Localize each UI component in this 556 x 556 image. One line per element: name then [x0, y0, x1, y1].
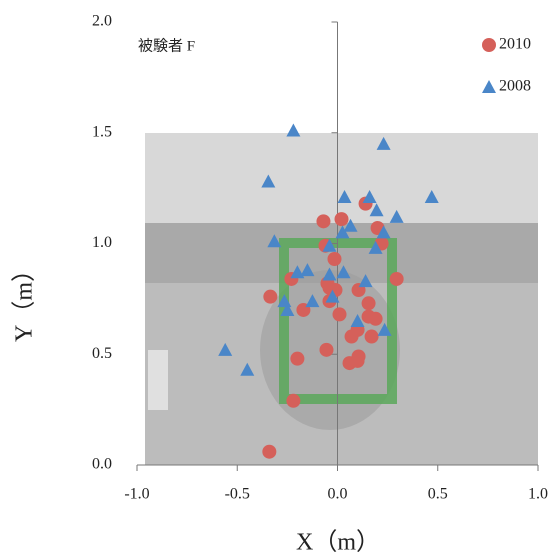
y-tick-label: 1.0 — [92, 234, 112, 251]
y-tick-label: 0.5 — [92, 345, 112, 362]
annotation: 被験者 F — [138, 37, 195, 54]
circle-marker — [390, 272, 404, 286]
triangle-marker — [286, 124, 300, 137]
x-tick-label: 1.0 — [528, 486, 548, 503]
triangle-marker — [482, 80, 496, 93]
circle-marker — [362, 296, 376, 310]
circle-marker — [362, 310, 376, 324]
circle-marker — [319, 343, 333, 357]
y-axis-label: Y（m） — [12, 258, 38, 342]
x-tick-label: -0.5 — [225, 486, 250, 503]
legend-label: 2008 — [499, 78, 531, 95]
circle-marker — [262, 445, 276, 459]
circle-marker — [333, 307, 347, 321]
circle-marker — [335, 212, 349, 226]
x-tick-label: 0.5 — [428, 486, 448, 503]
y-tick-label: 2.0 — [92, 13, 112, 30]
x-tick-label: 0.0 — [328, 486, 348, 503]
background-photo — [145, 133, 538, 465]
chart: 被験者 F X（m） Y（m） -1.0 -0.5 0.0 0.5 1.0 0.0 0.5 1… — [0, 0, 556, 556]
circle-marker — [290, 352, 304, 366]
y-tick-label: 1.5 — [92, 123, 112, 140]
x-axis-label: X（m） — [296, 530, 380, 556]
circle-marker — [352, 349, 366, 363]
circle-marker — [327, 252, 341, 266]
circle-marker — [263, 290, 277, 304]
circle-marker — [286, 394, 300, 408]
y-tick-label: 0.0 — [92, 456, 112, 473]
circle-marker — [365, 330, 379, 344]
circle-marker — [316, 214, 330, 228]
legend-label: 2010 — [499, 36, 531, 53]
x-tick-label: -1.0 — [124, 486, 149, 503]
circle-marker — [482, 38, 496, 52]
